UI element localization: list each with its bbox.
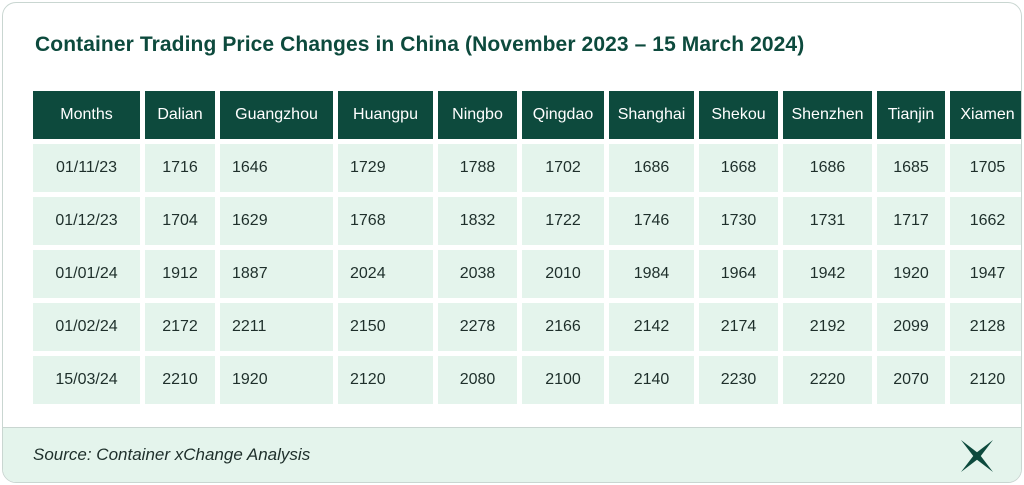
- column-header-tianjin: Tianjin: [877, 91, 945, 139]
- price-cell: 1730: [699, 197, 778, 245]
- price-cell: 2120: [950, 356, 1021, 404]
- price-cell: 2150: [338, 303, 433, 351]
- price-cell: 1717: [877, 197, 945, 245]
- price-cell: 1768: [338, 197, 433, 245]
- column-header-months: Months: [33, 91, 140, 139]
- column-header-dalian: Dalian: [145, 91, 215, 139]
- price-cell: 1705: [950, 144, 1021, 192]
- price-cell: 1685: [877, 144, 945, 192]
- row-date-cell: 15/03/24: [33, 356, 140, 404]
- price-cell: 1920: [220, 356, 333, 404]
- column-header-shenzhen: Shenzhen: [783, 91, 872, 139]
- price-cell: 1964: [699, 250, 778, 298]
- price-cell: 1788: [438, 144, 517, 192]
- column-header-guangzhou: Guangzhou: [220, 91, 333, 139]
- price-cell: 1686: [783, 144, 872, 192]
- price-cell: 1984: [609, 250, 694, 298]
- row-date-cell: 01/02/24: [33, 303, 140, 351]
- price-cell: 2080: [438, 356, 517, 404]
- price-table: Months Dalian Guangzhou Huangpu Ningbo Qingda…: [28, 86, 1021, 409]
- column-header-qingdao: Qingdao: [522, 91, 604, 139]
- price-cell: 2038: [438, 250, 517, 298]
- price-cell: 2128: [950, 303, 1021, 351]
- price-cell: 2230: [699, 356, 778, 404]
- price-cell: 2142: [609, 303, 694, 351]
- price-cell: 1668: [699, 144, 778, 192]
- price-cell: 2140: [609, 356, 694, 404]
- price-cell: 1629: [220, 197, 333, 245]
- price-cell: 2174: [699, 303, 778, 351]
- price-cell: 2220: [783, 356, 872, 404]
- price-cell: 2166: [522, 303, 604, 351]
- price-cell: 1920: [877, 250, 945, 298]
- price-cell: 1729: [338, 144, 433, 192]
- price-cell: 1887: [220, 250, 333, 298]
- table-row: 01/12/23 1704 1629 1768 1832 1722 1746 1730 1731…: [33, 197, 1021, 245]
- price-cell: 2192: [783, 303, 872, 351]
- table-row: 01/11/23 1716 1646 1729 1788 1702 1686 1668 1686…: [33, 144, 1021, 192]
- price-cell: 1716: [145, 144, 215, 192]
- column-header-ningbo: Ningbo: [438, 91, 517, 139]
- xchange-logo-icon: [961, 440, 993, 472]
- table-body: 01/11/23 1716 1646 1729 1788 1702 1686 1668 1686…: [33, 144, 1021, 404]
- table-row: 01/01/24 1912 1887 2024 2038 2010 1984 1964 1942…: [33, 250, 1021, 298]
- row-date-cell: 01/11/23: [33, 144, 140, 192]
- price-cell: 1704: [145, 197, 215, 245]
- price-cell: 1942: [783, 250, 872, 298]
- price-cell: 2210: [145, 356, 215, 404]
- source-note: Source: Container xChange Analysis: [33, 445, 311, 464]
- column-header-xiamen: Xiamen: [950, 91, 1021, 139]
- price-cell: 1947: [950, 250, 1021, 298]
- footer: Source: Container xChange Analysis: [3, 427, 1021, 482]
- price-cell: 2278: [438, 303, 517, 351]
- table-row: 15/03/24 2210 1920 2120 2080 2100 2140 2230 2220…: [33, 356, 1021, 404]
- price-cell: 2010: [522, 250, 604, 298]
- price-cell: 2024: [338, 250, 433, 298]
- price-cell: 1731: [783, 197, 872, 245]
- column-header-huangpu: Huangpu: [338, 91, 433, 139]
- column-header-shanghai: Shanghai: [609, 91, 694, 139]
- row-date-cell: 01/01/24: [33, 250, 140, 298]
- price-cell: 2172: [145, 303, 215, 351]
- row-date-cell: 01/12/23: [33, 197, 140, 245]
- price-cell: 1702: [522, 144, 604, 192]
- table-row: 01/02/24 2172 2211 2150 2278 2166 2142 2174 2192…: [33, 303, 1021, 351]
- table-header-row: Months Dalian Guangzhou Huangpu Ningbo Qingda…: [33, 91, 1021, 139]
- price-cell: 2100: [522, 356, 604, 404]
- price-cell: 2070: [877, 356, 945, 404]
- price-cell: 1722: [522, 197, 604, 245]
- price-cell: 1832: [438, 197, 517, 245]
- price-cell: 2211: [220, 303, 333, 351]
- price-cell: 1646: [220, 144, 333, 192]
- price-cell: 1662: [950, 197, 1021, 245]
- chart-title: Container Trading Price Changes in China…: [35, 33, 805, 56]
- price-cell: 2099: [877, 303, 945, 351]
- price-cell: 1686: [609, 144, 694, 192]
- price-cell: 2120: [338, 356, 433, 404]
- column-header-shekou: Shekou: [699, 91, 778, 139]
- price-cell: 1746: [609, 197, 694, 245]
- price-cell: 1912: [145, 250, 215, 298]
